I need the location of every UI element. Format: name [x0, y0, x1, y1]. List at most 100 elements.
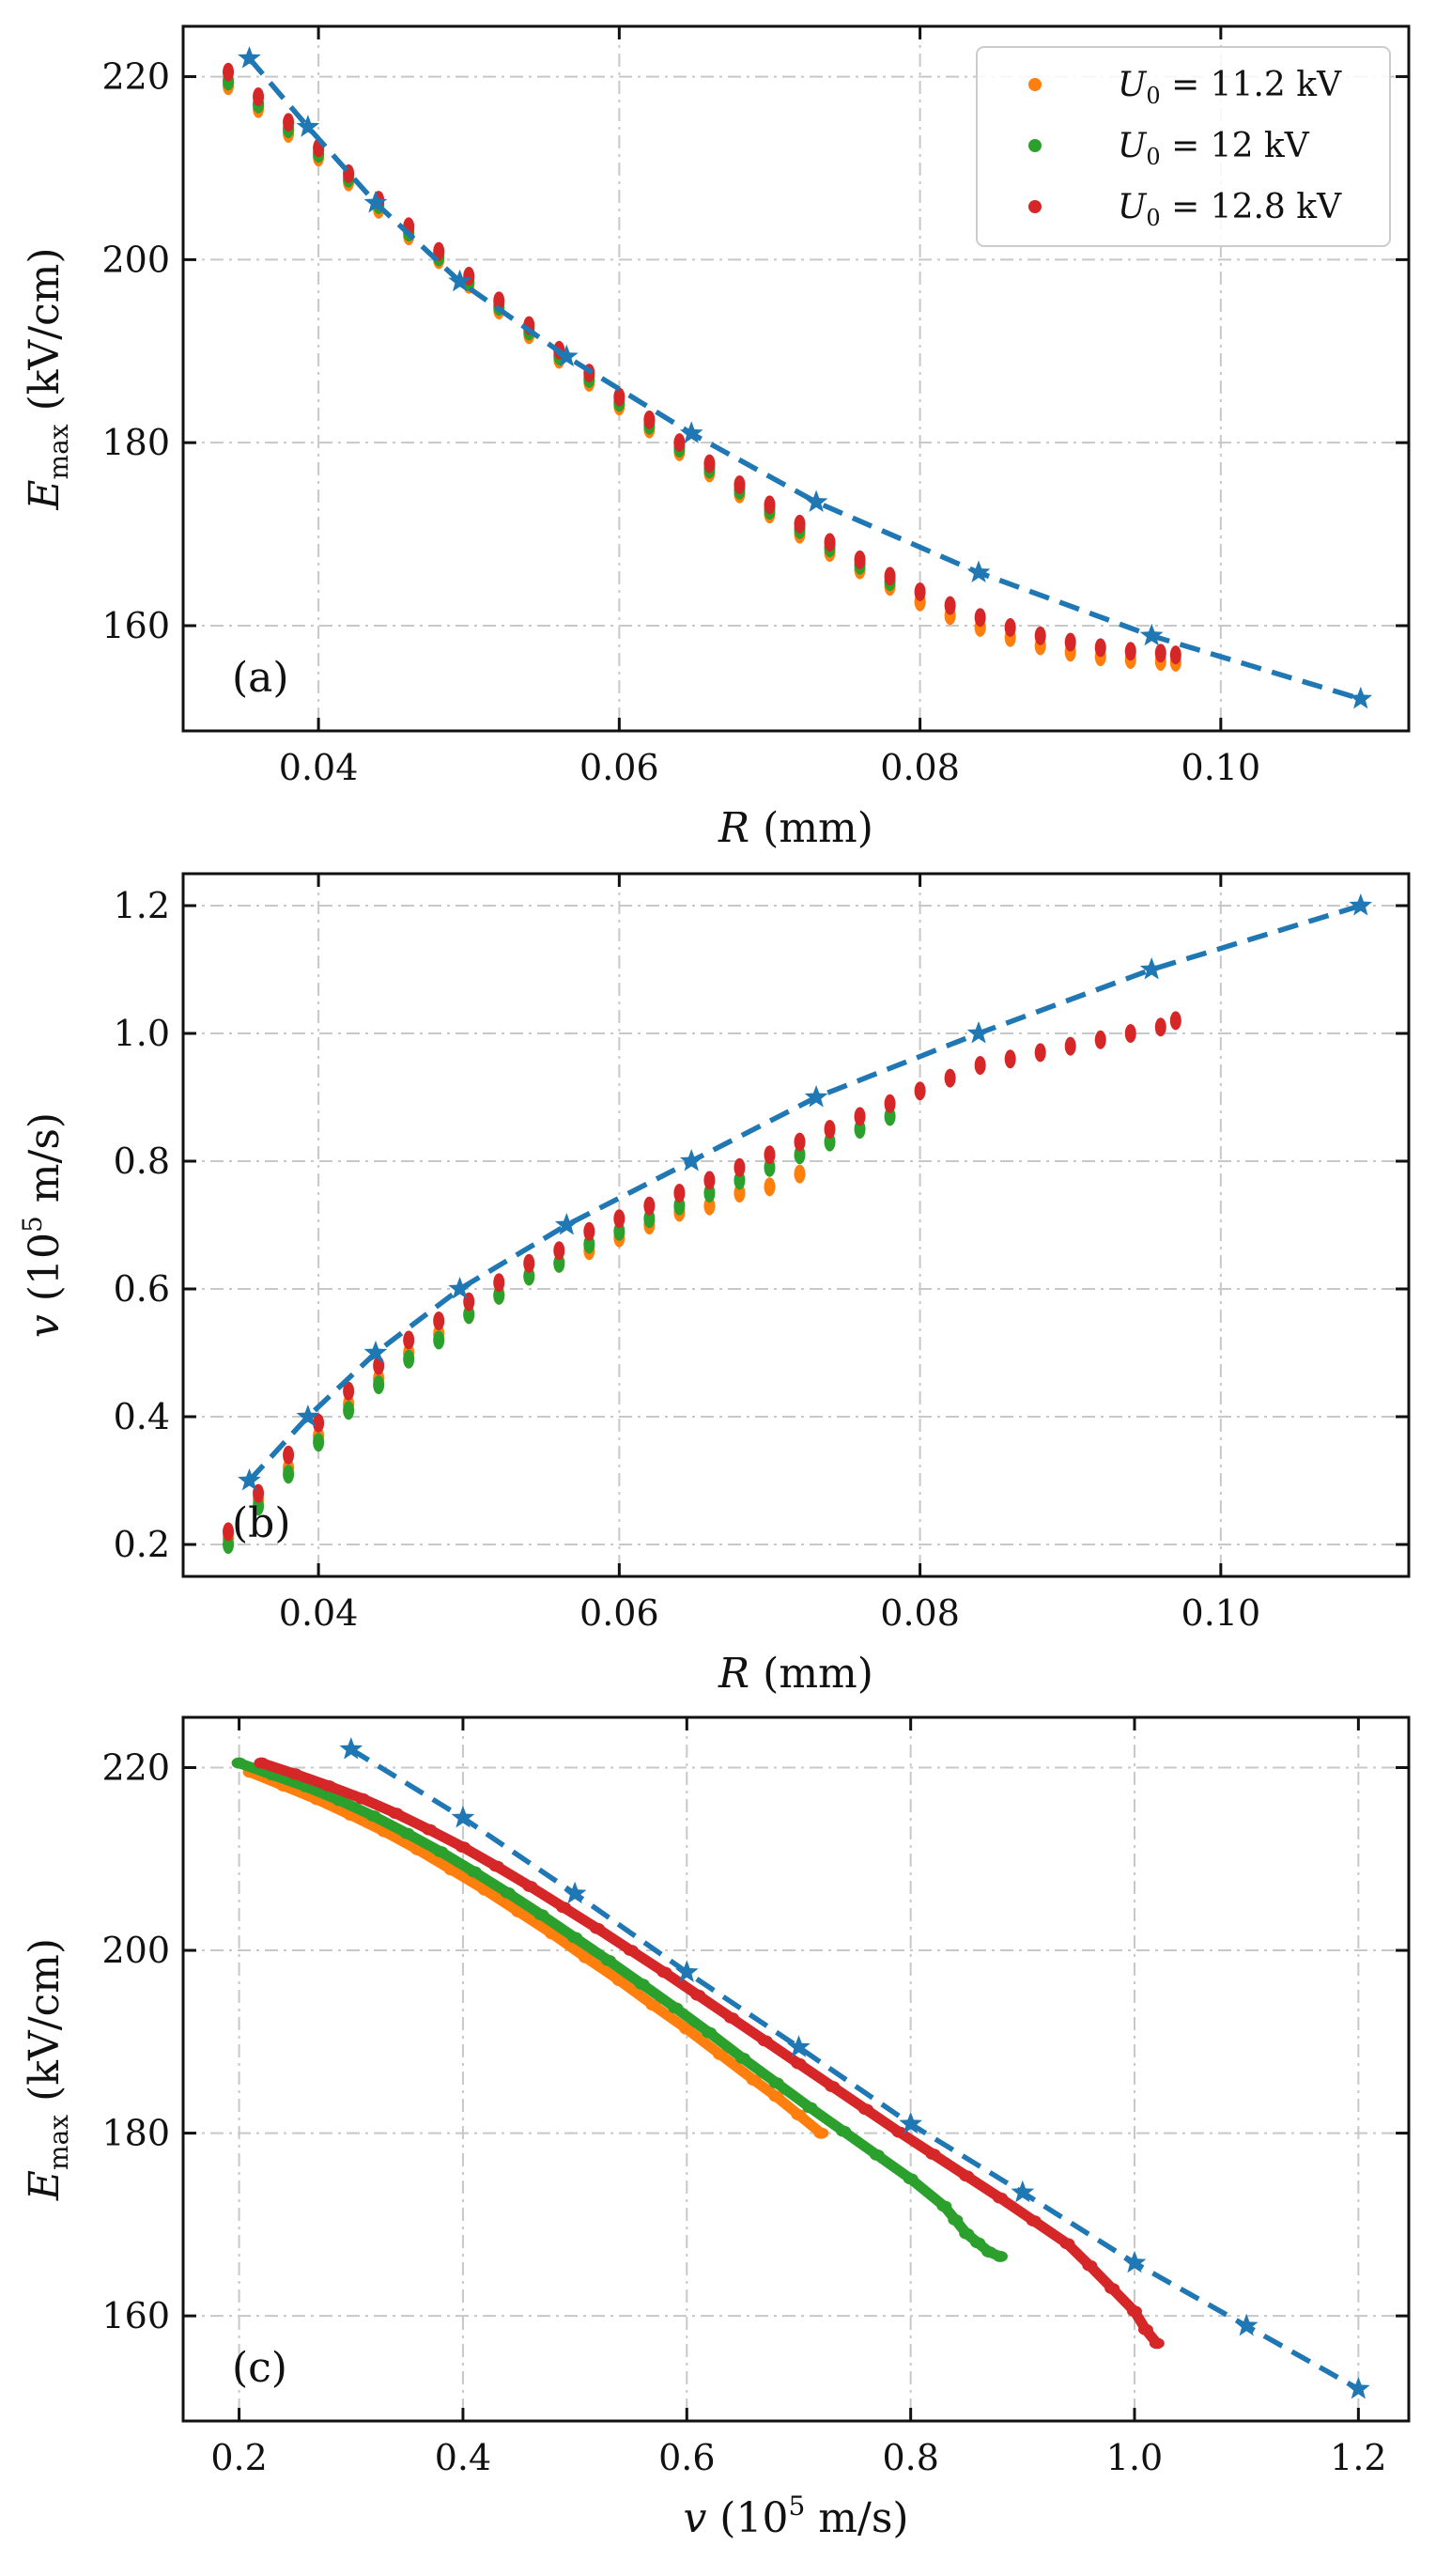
panel-b: 0.04 0.06 0.08 0.10 0.2 0.4 0.6 0.8 1.0 1.2 (b) R (… — [17, 872, 1411, 1698]
label-part: R — [718, 1650, 749, 1698]
reference-star — [679, 1149, 703, 1172]
label-part — [21, 2102, 69, 2115]
data-point — [1064, 1036, 1076, 1056]
reference-star — [1011, 2180, 1035, 2203]
reference-star — [804, 1085, 828, 1108]
label-part: m/s) — [21, 1112, 69, 1216]
data-point — [1094, 638, 1106, 658]
data-point — [974, 1056, 986, 1075]
x-tick-label: 0.06 — [579, 1592, 659, 1634]
label-part: 0 — [1146, 83, 1160, 109]
reference-line — [349, 1746, 1360, 2392]
legend-entry: U0 = 12 kV — [1028, 127, 1310, 170]
plot-frame — [181, 24, 1411, 733]
data-point — [253, 87, 265, 106]
x-tick-label: 0.04 — [279, 1592, 359, 1634]
x-axis-label: R (mm) — [718, 804, 873, 852]
label-part: 5 — [788, 2491, 805, 2522]
data-point — [403, 1330, 415, 1350]
data-point — [1004, 617, 1016, 637]
x-tick-label: 0.2 — [210, 2437, 267, 2478]
x-axis-label: R (mm) — [718, 1650, 873, 1698]
data-point — [433, 1311, 445, 1330]
x-tick-label: 0.8 — [882, 2437, 938, 2478]
reference-series — [238, 893, 1373, 1491]
reference-star — [899, 2111, 922, 2134]
label-part: 5 — [17, 1216, 48, 1233]
reference-series — [339, 1737, 1370, 2399]
label-part: E — [21, 2170, 69, 2201]
y-tick-label: 200 — [101, 1930, 170, 1971]
data-point — [944, 1068, 956, 1088]
y-tick-label: 0.8 — [114, 1141, 170, 1182]
reference-star — [966, 1021, 991, 1044]
data-point — [403, 1349, 415, 1369]
x-tick-label: 0.06 — [579, 747, 659, 788]
data-point — [1064, 632, 1076, 652]
data-point — [373, 1375, 385, 1394]
data-point — [283, 1445, 295, 1465]
reference-line — [247, 903, 1362, 1482]
label-part: U — [1118, 127, 1148, 165]
series-3 — [254, 1757, 1165, 2350]
label-part — [706, 2494, 719, 2542]
reference-star — [1234, 2313, 1258, 2336]
data-point — [223, 1522, 235, 1542]
reference-star — [1349, 893, 1373, 916]
panel-a: 0.04 0.06 0.08 0.10 160 180 200 220 (a) R (mm) Ema… — [21, 24, 1411, 852]
reference-star — [966, 560, 991, 582]
series-trace — [245, 1766, 826, 2139]
data-point — [1004, 1049, 1016, 1069]
x-tick-label: 1.2 — [1330, 2437, 1386, 2478]
data-point — [1124, 1024, 1136, 1043]
data-point — [824, 533, 836, 552]
y-tick-label: 180 — [101, 2113, 170, 2154]
data-point — [794, 514, 806, 534]
series-trace — [234, 1758, 1006, 2262]
reference-star — [238, 1468, 261, 1491]
data-point — [733, 1157, 746, 1177]
reference-star — [1139, 623, 1164, 646]
label-part: 0 — [1146, 205, 1160, 231]
label-part: (kV/cm) — [21, 1938, 69, 2102]
reference-series — [238, 46, 1373, 709]
legend-marker — [1028, 200, 1042, 213]
label-part: v — [683, 2494, 706, 2542]
data-point — [764, 1145, 776, 1165]
label-part: m/s) — [805, 2494, 908, 2542]
x-tick-label: 0.10 — [1181, 747, 1261, 788]
reference-star — [679, 421, 703, 443]
data-point — [764, 495, 776, 515]
label-part — [21, 411, 69, 424]
data-point — [613, 387, 625, 407]
y-tick-label: 0.6 — [114, 1268, 170, 1310]
data-point — [553, 1241, 565, 1261]
label-part: U — [1118, 188, 1148, 226]
label-part — [21, 1301, 69, 1314]
reference-star — [554, 1213, 579, 1235]
label-part: = 12 kV — [1161, 127, 1310, 165]
data-point — [643, 410, 656, 429]
data-point — [493, 291, 505, 311]
data-point — [974, 608, 986, 628]
reference-star — [363, 191, 388, 213]
data-point — [1169, 645, 1181, 665]
reference-star — [448, 269, 471, 292]
data-point — [343, 1401, 355, 1420]
data-point — [493, 1273, 505, 1293]
data-point — [764, 1177, 776, 1197]
y-tick-label: 220 — [101, 1747, 170, 1789]
y-axis-label: Emax (kV/cm) — [21, 1938, 74, 2201]
reference-star — [804, 489, 828, 512]
x-tick-label: 0.6 — [658, 2437, 715, 2478]
panel-label: (a) — [232, 654, 289, 702]
data-point — [944, 596, 956, 615]
label-part: = 11.2 kV — [1161, 66, 1342, 104]
reference-star — [1139, 957, 1164, 980]
data-point — [1124, 642, 1136, 661]
label-part — [749, 1650, 763, 1698]
data-point — [884, 1094, 896, 1113]
reference-star — [563, 1881, 587, 1904]
label-part: 0 — [1146, 144, 1160, 170]
